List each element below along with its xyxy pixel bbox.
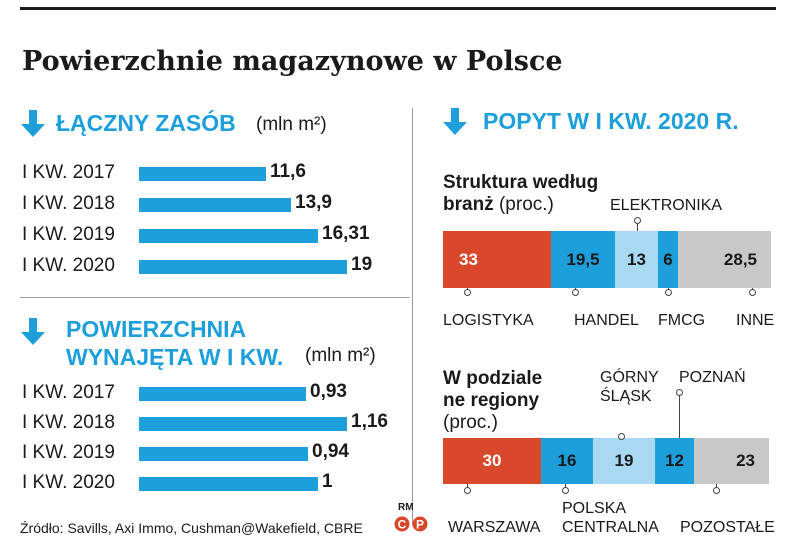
horizontal-divider <box>20 297 410 298</box>
bar <box>139 167 266 181</box>
chart3-title-line1: Struktura według <box>443 172 599 193</box>
leader-dot <box>665 289 672 296</box>
leader-dot <box>749 289 756 296</box>
category-label: I KW. 2018 <box>22 193 115 214</box>
category-label: ŚLĄSK <box>600 388 652 405</box>
source-note: Źródło: Savills, Axi Immo, Cushman@Wakef… <box>20 520 363 536</box>
copyright-logo-icon: C P <box>394 516 428 532</box>
chart2-title-line2: WYNAJĘTA W I KW. <box>66 344 284 370</box>
segment-value: 16 <box>557 451 577 470</box>
bar <box>139 447 308 461</box>
leader-dot <box>618 433 625 440</box>
stacked-segment: 16 <box>541 438 593 484</box>
rm-logo-text: RM <box>398 502 414 513</box>
chart4-unit: (proc.) <box>443 412 498 433</box>
category-label: I KW. 2017 <box>22 382 115 403</box>
category-label: POLSKA <box>562 500 627 517</box>
segment-value: 23 <box>736 451 755 470</box>
category-label: WARSZAWA <box>448 519 541 536</box>
page-title: Powierzchnie magazynowe w Polsce <box>22 46 563 77</box>
arrow-down-icon <box>21 318 45 345</box>
chart3-unit: (proc.) <box>498 194 554 215</box>
chart1-title: ŁĄCZNY ZASÓB <box>56 110 236 136</box>
bar <box>139 477 318 491</box>
bar <box>139 229 318 243</box>
stacked-segment: 19,5 <box>551 231 615 288</box>
data-label: 1,16 <box>351 411 388 432</box>
segment-value: 6 <box>663 249 673 269</box>
segment-value: 28,5 <box>723 249 757 269</box>
stacked-segment: 6 <box>658 231 678 288</box>
stacked-segment: 19 <box>593 438 655 484</box>
data-label: 0,94 <box>312 441 349 462</box>
arrow-down-icon <box>21 110 45 137</box>
data-label: 13,9 <box>295 192 332 213</box>
data-label: 11,6 <box>270 161 306 182</box>
stacked-segment: 12 <box>655 438 694 484</box>
leader-dot <box>572 289 579 296</box>
segment-value: 12 <box>665 451 684 470</box>
category-label: I KW. 2017 <box>22 162 115 183</box>
category-label: I KW. 2019 <box>22 224 115 245</box>
demand-section-title: POPYT W I KW. 2020 R. <box>483 108 739 134</box>
category-label: I KW. 2020 <box>22 472 115 493</box>
bar <box>139 387 306 401</box>
category-label: ELEKTRONIKA <box>610 197 723 214</box>
leader-dot <box>634 217 641 224</box>
stacked-segment: 33 <box>443 231 551 288</box>
category-label: GÓRNY <box>600 369 659 386</box>
chart4-title-line2: ne regiony <box>443 390 540 411</box>
category-label: POZOSTAŁE <box>680 519 775 536</box>
chart2-unit: (mln m²) <box>305 345 376 366</box>
top-rule <box>20 7 776 10</box>
category-label: HANDEL <box>574 312 639 329</box>
stacked-segment: 28,5 <box>678 231 771 288</box>
data-label: 0,93 <box>310 381 347 402</box>
category-label: FMCG <box>658 312 706 329</box>
data-label: 19 <box>351 254 373 275</box>
leader-line <box>637 220 638 231</box>
segment-value: 13 <box>627 249 646 269</box>
vertical-divider <box>412 108 413 526</box>
leader-dot <box>713 487 720 494</box>
chart1-unit: (mln m²) <box>256 114 327 135</box>
segment-value: 30 <box>482 451 502 470</box>
category-label: I KW. 2020 <box>22 255 115 276</box>
leader-dot <box>464 289 471 296</box>
segment-value: 33 <box>459 249 478 269</box>
category-label: LOGISTYKA <box>443 312 534 329</box>
leader-line <box>679 392 680 438</box>
chart4-title-line1: W podziale <box>443 368 543 389</box>
arrow-down-icon <box>443 108 467 135</box>
category-label: I KW. 2019 <box>22 442 115 463</box>
bar <box>139 260 347 274</box>
segment-value: 19,5 <box>566 249 600 269</box>
category-label: CENTRALNA <box>562 519 659 536</box>
data-label: 16,31 <box>322 223 370 244</box>
segment-value: 19 <box>614 451 634 470</box>
category-label: POZNAŃ <box>679 369 746 386</box>
leader-dot <box>464 487 471 494</box>
stacked-segment: 30 <box>443 438 541 484</box>
stacked-segment: 13 <box>615 231 658 288</box>
stacked-segment: 23 <box>694 438 769 484</box>
leader-dot <box>562 487 569 494</box>
svg-text:P: P <box>416 518 424 532</box>
bar <box>139 198 291 212</box>
bar <box>139 417 347 431</box>
chart2-title-line1: POWIERZCHNIA <box>66 316 247 342</box>
category-label: INNE <box>736 312 775 329</box>
svg-text:C: C <box>398 518 407 532</box>
chart3-title-line2: branż <box>443 194 494 215</box>
category-label: I KW. 2018 <box>22 412 115 433</box>
data-label: 1 <box>322 471 333 492</box>
leader-dot <box>676 389 683 396</box>
